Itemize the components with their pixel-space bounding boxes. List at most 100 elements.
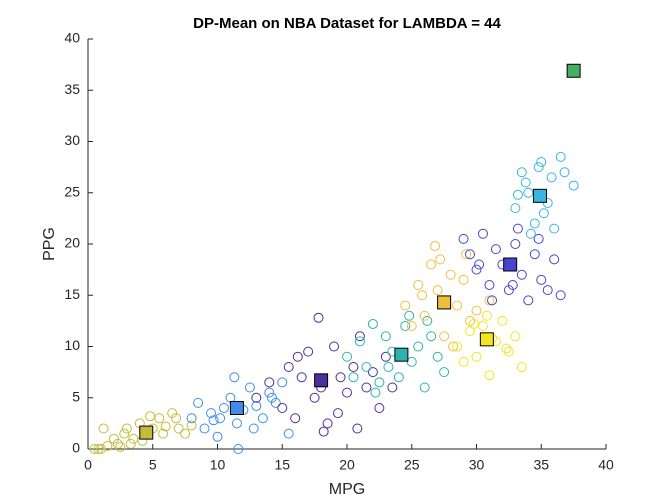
point: [458, 274, 469, 285]
y-tick-label: 20: [64, 235, 80, 251]
centroid: [139, 425, 154, 440]
y-tick-label: 10: [64, 337, 80, 353]
point: [461, 249, 472, 260]
point: [342, 351, 352, 362]
point: [180, 428, 191, 439]
point: [383, 362, 394, 372]
point: [348, 362, 359, 372]
point: [510, 331, 521, 342]
y-tick-label: 25: [64, 183, 80, 199]
point: [419, 382, 430, 393]
point: [542, 198, 553, 208]
point: [167, 408, 178, 419]
point: [439, 331, 450, 342]
point: [251, 400, 262, 411]
point: [283, 428, 294, 439]
point: [233, 444, 244, 454]
point: [503, 285, 514, 296]
point: [89, 444, 100, 454]
point: [158, 428, 169, 439]
point: [413, 280, 424, 290]
point: [296, 372, 307, 383]
point: [264, 387, 275, 398]
point: [549, 254, 560, 265]
point: [218, 403, 229, 413]
centroid: [437, 295, 452, 310]
point: [435, 254, 446, 265]
point: [507, 280, 518, 290]
point: [257, 413, 268, 424]
point: [477, 321, 488, 331]
point: [309, 392, 320, 403]
point: [439, 367, 450, 378]
point: [458, 356, 469, 367]
centroid: [532, 188, 547, 203]
point: [354, 331, 365, 342]
point: [277, 403, 288, 413]
point: [452, 300, 463, 311]
x-tick-label: 10: [210, 457, 226, 473]
point: [559, 167, 570, 178]
point: [108, 433, 119, 444]
point: [445, 269, 456, 280]
point: [318, 426, 329, 437]
x-axis-label: MPG: [329, 481, 365, 498]
point: [536, 157, 547, 167]
x-tick-label: 25: [404, 457, 420, 473]
point: [510, 203, 521, 214]
point: [93, 444, 104, 454]
point: [458, 233, 469, 244]
x-tick-label: 30: [469, 457, 485, 473]
point: [516, 362, 527, 372]
point: [348, 372, 359, 383]
point: [490, 244, 501, 255]
point: [406, 321, 417, 331]
centroid: [229, 401, 244, 415]
point: [283, 362, 294, 372]
y-tick-label: 15: [64, 286, 80, 302]
point: [503, 346, 514, 357]
point: [523, 187, 534, 198]
x-tick-label: 20: [339, 457, 355, 473]
point: [452, 341, 463, 352]
point: [332, 408, 343, 419]
point: [484, 370, 495, 381]
point: [119, 428, 130, 439]
point: [533, 162, 544, 173]
point: [555, 290, 566, 301]
chart-title: DP-Mean on NBA Dataset for LAMBDA = 44: [193, 15, 501, 32]
point: [400, 300, 411, 311]
point: [516, 269, 527, 280]
point: [335, 372, 346, 383]
point: [193, 397, 204, 408]
point: [400, 321, 411, 331]
point: [186, 420, 197, 431]
point: [484, 280, 495, 290]
point: [115, 441, 126, 452]
point: [244, 382, 255, 393]
point: [432, 285, 443, 296]
point: [387, 382, 398, 393]
point: [145, 411, 156, 422]
point: [313, 312, 324, 323]
point: [199, 423, 210, 434]
point: [290, 413, 301, 424]
point: [370, 387, 381, 398]
centroid: [394, 347, 409, 362]
point: [266, 392, 277, 403]
point: [426, 259, 437, 270]
point: [173, 423, 184, 434]
x-tick-label: 15: [274, 457, 290, 473]
point: [536, 274, 547, 285]
point: [529, 249, 540, 260]
point: [361, 382, 372, 393]
point: [215, 413, 226, 424]
point: [208, 415, 219, 426]
point: [568, 180, 579, 191]
point: [487, 295, 498, 306]
point: [533, 233, 544, 244]
point: [154, 413, 165, 424]
point: [160, 421, 171, 432]
